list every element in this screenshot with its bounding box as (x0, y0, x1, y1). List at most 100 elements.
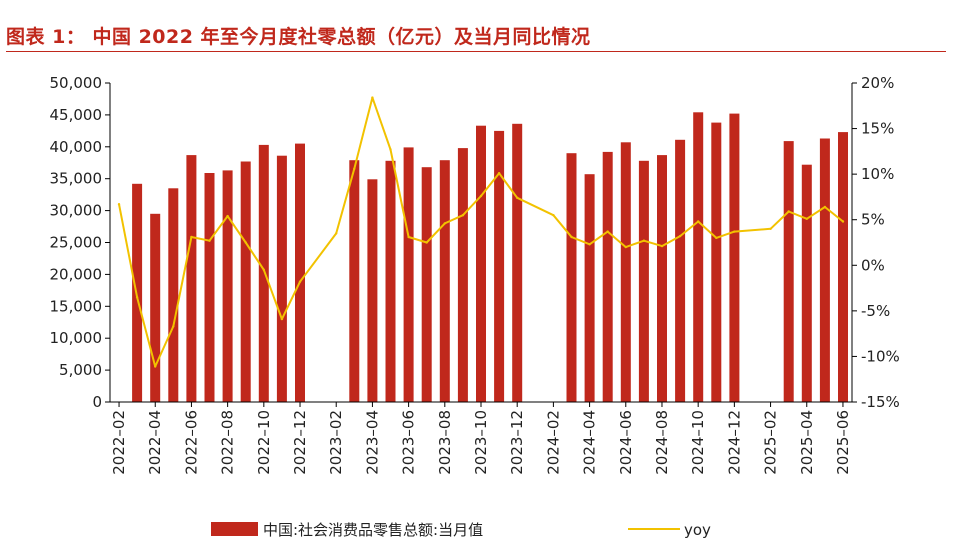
yoy-point-2025-06 (841, 220, 845, 223)
bar-2022-10 (258, 144, 269, 402)
x-tick-label: 2023–04 (363, 410, 381, 475)
legend: 中国:社会消费品零售总额:当月值 yoy (211, 521, 711, 539)
x-tick-label: 2022–10 (255, 410, 273, 475)
yoy-point-2022-12 (298, 280, 302, 283)
right-tick-label: 10% (861, 165, 894, 183)
bar-2024-06 (620, 142, 631, 403)
right-tick-label: 15% (861, 120, 894, 138)
x-tick-label: 2022–02 (110, 410, 128, 475)
yoy-point-2024-06 (624, 245, 627, 249)
x-tick-label: 2024–02 (544, 410, 562, 475)
bar-2023-07 (421, 167, 432, 402)
yoy-point-2023-03 (353, 167, 356, 170)
left-tick-label: 15,000 (50, 297, 103, 315)
x-tick-label: 2023–02 (327, 410, 345, 475)
yoy-point-2022-11 (280, 317, 284, 321)
x-tick-label: 2025–04 (798, 410, 816, 475)
bar-2022-06 (186, 155, 197, 402)
bar-2024-09 (675, 139, 686, 403)
bar-series (132, 112, 848, 403)
yoy-point-2024-04 (588, 243, 591, 246)
right-tick-label: -10% (861, 347, 900, 365)
bar-2023-08 (439, 160, 450, 402)
x-tick-label: 2023–10 (472, 410, 490, 475)
left-tick-label: 25,000 (50, 234, 103, 252)
bar-2022-12 (295, 143, 305, 402)
yoy-point-2023-12 (516, 196, 519, 199)
bar-2025-04 (801, 164, 812, 402)
chart-title: 图表 1： 中国 2022 年至今月度社零总额（亿元）及当月同比情况 (6, 26, 591, 48)
bar-2023-10 (476, 125, 486, 402)
x-tick-label: 2022–04 (146, 410, 164, 475)
left-tick-label: 20,000 (50, 265, 103, 283)
x-tick-label: 2023–06 (400, 410, 418, 475)
right-tick-label: 5% (861, 211, 885, 229)
yoy-point-2024-07 (642, 239, 646, 242)
yoy-point-2025-04 (805, 217, 808, 220)
left-tick-label: 40,000 (50, 138, 103, 156)
yoy-point-2022-03 (135, 296, 139, 299)
left-tick-label: 45,000 (50, 106, 103, 124)
left-tick-label: 50,000 (50, 74, 103, 92)
yoy-point-2024-10 (697, 220, 700, 223)
right-tick-label: -5% (861, 302, 890, 320)
x-tick-label: 2024–12 (725, 410, 743, 475)
bar-2024-12 (729, 113, 740, 402)
yoy-point-2022-08 (226, 214, 229, 218)
yoy-point-2024-09 (678, 234, 682, 238)
yoy-point-2023-09 (461, 214, 465, 217)
yoy-point-2022-02 (117, 203, 121, 206)
yoy-point-2022-09 (244, 241, 247, 244)
left-tick-label: 5,000 (59, 361, 102, 379)
x-tick-label: 2022–06 (182, 410, 200, 475)
bar-2022-11 (276, 155, 287, 402)
left-tick-label: 30,000 (50, 202, 103, 220)
bar-2024-11 (711, 122, 722, 402)
bar-2025-03 (783, 141, 794, 402)
yoy-point-2023-06 (407, 235, 410, 239)
bar-2022-05 (168, 188, 179, 402)
bar-2024-03 (566, 153, 577, 402)
bar-2025-06 (838, 132, 848, 402)
x-tick-label: 2023–08 (436, 410, 454, 475)
x-tick-label: 2024–08 (653, 410, 671, 475)
yoy-point-2022-05 (172, 325, 175, 328)
bar-2024-05 (602, 151, 613, 402)
yoy-point-2024-08 (660, 244, 664, 248)
bar-2023-03 (349, 160, 360, 402)
legend-bar-label: 中国:社会消费品零售总额:当月值 (263, 521, 483, 539)
bar-2025-05 (819, 138, 830, 402)
yoy-line-series (117, 96, 845, 368)
x-tick-label: 2022–08 (219, 410, 237, 475)
yoy-point-2025-05 (823, 205, 827, 209)
bar-2023-11 (494, 130, 505, 402)
x-tick-label: 2024–06 (617, 410, 635, 475)
yoy-point-2024-12 (733, 230, 736, 233)
bar-2022-07 (204, 173, 215, 402)
yoy-point-2024-02 (552, 214, 555, 217)
yoy-point-2023-10 (479, 194, 483, 198)
bar-2024-04 (584, 174, 595, 402)
x-tick-label: 2023–12 (508, 410, 526, 475)
legend-line-label: yoy (684, 521, 711, 539)
yoy-point-2023-11 (497, 172, 501, 175)
left-tick-label: 0 (92, 393, 102, 411)
title-underline (6, 51, 946, 52)
bar-2023-09 (457, 148, 468, 402)
bar-2023-04 (367, 179, 378, 402)
bar-2023-05 (385, 160, 396, 402)
right-tick-label: 20% (861, 74, 894, 92)
x-tick-label: 2025–06 (834, 410, 852, 475)
yoy-point-2025-02 (769, 227, 772, 230)
yoy-point-2022-07 (208, 239, 211, 242)
yoy-point-2022-06 (190, 235, 193, 239)
chart-axes: 0 5,000 10,000 15,000 20,000 25,000 30,000 35,0… (50, 74, 900, 475)
yoy-point-2023-04 (371, 96, 374, 99)
yoy-point-2023-08 (443, 222, 446, 225)
yoy-point-2025-03 (787, 210, 790, 213)
bar-2024-10 (693, 112, 704, 403)
left-tick-label: 10,000 (50, 329, 103, 347)
left-tick-label: 35,000 (50, 170, 103, 188)
bar-2023-12 (512, 123, 523, 403)
x-tick-label: 2024–04 (581, 410, 599, 475)
